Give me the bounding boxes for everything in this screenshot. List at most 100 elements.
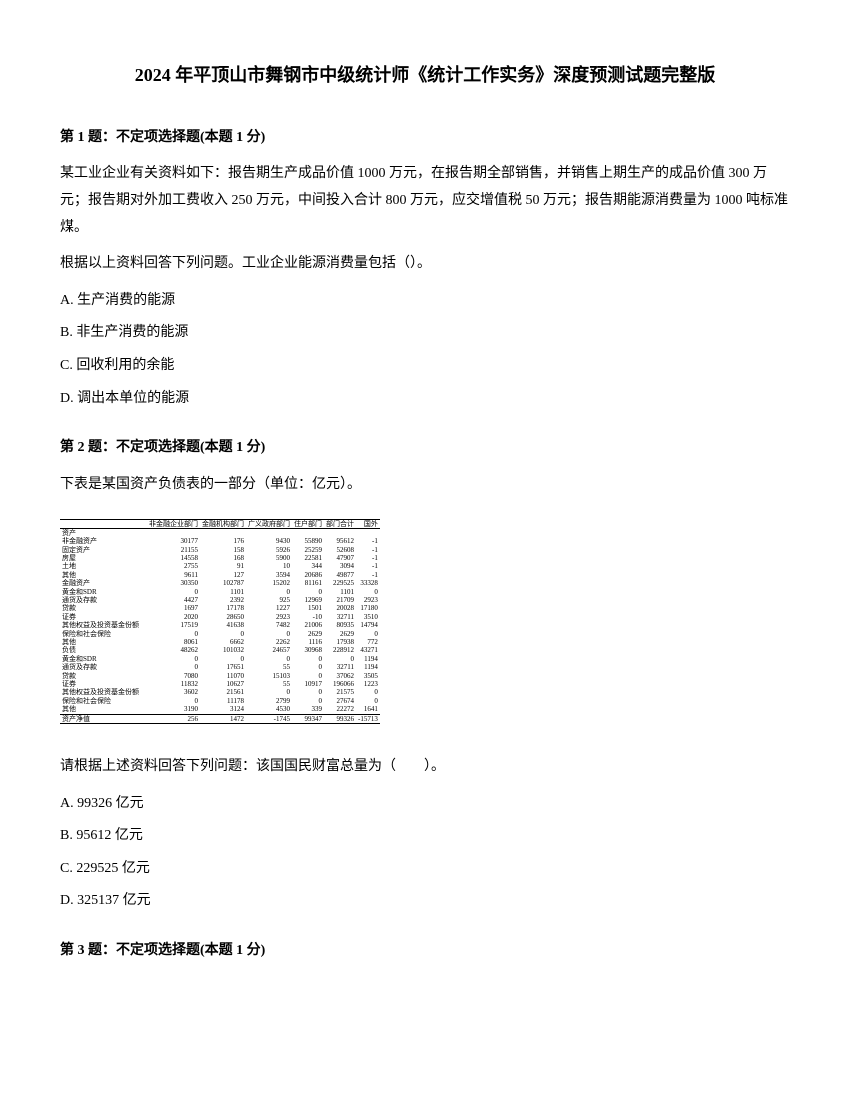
table-cell: 1194 [356,655,380,663]
table-cell: 0 [246,688,292,696]
table-cell: 11070 [200,672,246,680]
table-cell: -1 [356,571,380,579]
table-cell: 2923 [246,613,292,621]
table-cell: 30350 [147,579,200,587]
table-cell: 21575 [324,688,356,696]
table-cell: 32711 [324,613,356,621]
table-cell: 其他权益及投资基金份额 [60,621,147,629]
table-cell: 168 [200,554,246,562]
table-cell: 3190 [147,705,200,714]
table-cell: 339 [292,705,324,714]
table-cell: 10 [246,562,292,570]
table-cell: 4427 [147,596,200,604]
table-cell: 43271 [356,646,380,654]
table-header-cell: 住户部门 [292,519,324,528]
table-cell: 5926 [246,546,292,554]
table-cell: 4530 [246,705,292,714]
table-cell: 3594 [246,571,292,579]
table-cell: 1101 [324,588,356,596]
table-cell: 11832 [147,680,200,688]
table-cell: 22272 [324,705,356,714]
table-cell: 7080 [147,672,200,680]
table-cell: 228912 [324,646,356,654]
table-cell: 20028 [324,604,356,612]
table-cell [246,528,292,537]
table-cell: 41638 [200,621,246,629]
table-cell: 6662 [200,638,246,646]
q2-option-c: C. 229525 亿元 [60,856,790,883]
table-cell: 0 [356,688,380,696]
table-cell: 24657 [246,646,292,654]
table-header-cell: 非金融企业部门 [147,519,200,528]
table-cell: 0 [200,655,246,663]
q1-text2: 根据以上资料回答下列问题。工业企业能源消费量包括（）。 [60,251,790,278]
table-cell: 0 [147,697,200,705]
q2-option-a: A. 99326 亿元 [60,791,790,818]
table-cell: 772 [356,638,380,646]
table-cell: -1745 [246,714,292,723]
table-cell: 0 [147,588,200,596]
table-cell: 81161 [292,579,324,587]
q1-option-c: C. 回收利用的余能 [60,353,790,380]
table-cell: 91 [200,562,246,570]
q2-option-b: B. 95612 亿元 [60,823,790,850]
table-cell: 17938 [324,638,356,646]
table-cell: 非金融资产 [60,537,147,545]
q2-text2: 请根据上述资料回答下列问题：该国国民财富总量为（ ）。 [60,754,790,781]
balance-sheet-table: 非金融企业部门金融机构部门广义政府部门住户部门部门合计国外资产非金融资产3017… [60,519,790,724]
table-cell: 0 [200,630,246,638]
table-cell: 9611 [147,571,200,579]
table-cell: 17651 [200,663,246,671]
table-cell: 2262 [246,638,292,646]
table-cell: 0 [147,630,200,638]
table-cell: 95612 [324,537,356,545]
table-cell: 12969 [292,596,324,604]
table-cell: 1697 [147,604,200,612]
table-cell: 2799 [246,697,292,705]
table-cell: 14558 [147,554,200,562]
table-cell: 48262 [147,646,200,654]
table-cell [147,528,200,537]
table-cell: 0 [356,588,380,596]
table-cell: 1472 [200,714,246,723]
table-cell: 55 [246,663,292,671]
table-cell: 1101 [200,588,246,596]
table-cell: 3124 [200,705,246,714]
table-cell: 2020 [147,613,200,621]
q1-option-d: D. 调出本单位的能源 [60,386,790,413]
table-cell: 55 [246,680,292,688]
q1-header: 第 1 题：不定项选择题(本题 1 分) [60,126,790,150]
table-cell: 黄金和SDR [60,655,147,663]
table-header-cell: 金融机构部门 [200,519,246,528]
table-cell: 保险和社会保险 [60,630,147,638]
table-cell: 通货及存款 [60,663,147,671]
table-header-cell: 部门合计 [324,519,356,528]
q2-text1: 下表是某国资产负债表的一部分（单位：亿元）。 [60,472,790,499]
table-cell: 21006 [292,621,324,629]
table-cell: 0 [292,672,324,680]
table-cell: 101032 [200,646,246,654]
table-cell: 176 [200,537,246,545]
table-cell: 证券 [60,613,147,621]
table-cell: 20686 [292,571,324,579]
table-cell: 负债 [60,646,147,654]
q2-option-d: D. 325137 亿元 [60,888,790,915]
table-cell: 2629 [324,630,356,638]
table-cell: -15713 [356,714,380,723]
table-cell: 52608 [324,546,356,554]
table-cell: 1116 [292,638,324,646]
table-cell: 其他 [60,705,147,714]
table-cell: 10917 [292,680,324,688]
table-cell: 2923 [356,596,380,604]
table-cell: 黄金和SDR [60,588,147,596]
table-cell: 9430 [246,537,292,545]
table-cell [356,528,380,537]
table-cell: 32711 [324,663,356,671]
table-cell: 其他 [60,571,147,579]
table-cell: 0 [246,588,292,596]
table-cell: 25259 [292,546,324,554]
table-cell: 0 [292,697,324,705]
table-cell: 2392 [200,596,246,604]
table-cell [292,528,324,537]
table-cell: 其他权益及投资基金份额 [60,688,147,696]
